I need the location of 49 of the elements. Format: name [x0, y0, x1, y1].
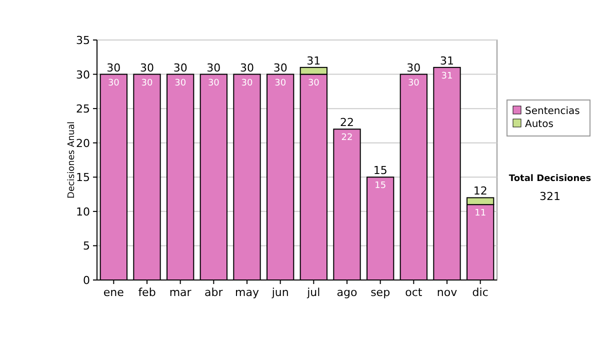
total-label: 30 — [406, 61, 421, 74]
total-label: 30 — [206, 61, 221, 74]
y-tick-label: 30 — [76, 68, 90, 82]
total-label: 30 — [240, 61, 254, 74]
x-tick-label: dic — [472, 286, 488, 299]
total-label: 31 — [440, 54, 454, 68]
x-tick-label: feb — [138, 286, 156, 299]
data-label: 30 — [174, 78, 186, 88]
y-tick-label: 20 — [76, 136, 90, 150]
y-tick-label: 10 — [76, 205, 90, 218]
text: 321 — [540, 190, 560, 203]
x-tick-label: mar — [169, 286, 192, 299]
y-tick-label: 15 — [76, 171, 90, 184]
x-tick-label: nov — [436, 286, 458, 299]
data-label: 30 — [408, 78, 420, 88]
data-label: 22 — [341, 133, 353, 144]
x-tick-label: abr — [204, 286, 224, 299]
x-tick-label: may — [235, 286, 260, 299]
total-label: 12 — [473, 184, 488, 198]
total-label: 22 — [340, 116, 354, 130]
x-tick-label: oct — [405, 286, 423, 299]
data-label: 30 — [141, 78, 153, 88]
x-tick-label: ene — [103, 286, 124, 299]
data-label: 30 — [108, 78, 120, 88]
data-label: 30 — [241, 78, 253, 88]
y-axis-title: Decisiones Anual — [67, 122, 77, 198]
y-tick-label: 0 — [83, 274, 90, 287]
data-label: 30 — [208, 78, 220, 88]
y-tick-label: 25 — [76, 102, 90, 116]
total-label: 30 — [106, 61, 121, 74]
x-tick-label: jun — [270, 286, 289, 299]
x-tick-label: jul — [306, 286, 320, 299]
x-tick-label: ago — [336, 286, 358, 299]
total-label: 30 — [173, 61, 188, 74]
x-tick-label: sep — [370, 286, 390, 299]
y-tick-label: 5 — [83, 240, 90, 253]
data-label: 30 — [274, 78, 286, 88]
data-label: 11 — [474, 208, 486, 219]
text: Total Decisiones — [508, 174, 592, 184]
total-label: 30 — [140, 61, 154, 74]
data-label: 15 — [374, 181, 386, 192]
legend-label: Autos — [525, 119, 554, 130]
legend-label: Sentencias — [525, 106, 580, 117]
total-label: 30 — [273, 61, 288, 74]
data-label: 31 — [441, 71, 453, 82]
data-label: 30 — [308, 78, 320, 88]
total-label: 15 — [373, 164, 388, 178]
total-label: 31 — [306, 54, 321, 68]
y-tick-label: 35 — [76, 34, 90, 47]
